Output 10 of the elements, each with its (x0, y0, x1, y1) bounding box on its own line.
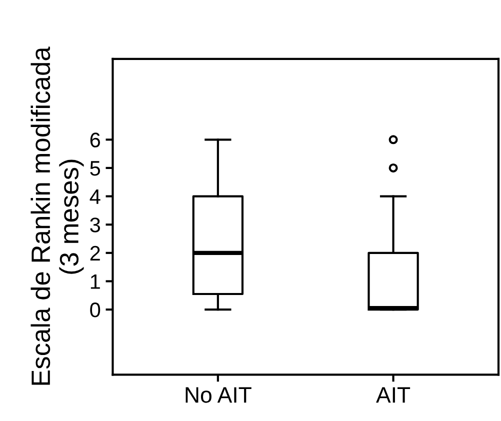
y-tick-label: 0 (90, 302, 100, 318)
y-tick-label: 6 (90, 132, 100, 148)
y-tick-label: 5 (90, 161, 100, 176)
y-tick-label: 3 (90, 218, 100, 232)
x-tick-label: AIT (376, 387, 410, 403)
y-tick-label: 4 (90, 190, 100, 204)
y-axis-title: Escala de Rankin modificada (3 meses) (30, 46, 84, 385)
x-tick-label: No AIT (186, 387, 252, 403)
y-tick-label: 1 (90, 274, 100, 289)
y-tick-label: 2 (90, 246, 100, 260)
